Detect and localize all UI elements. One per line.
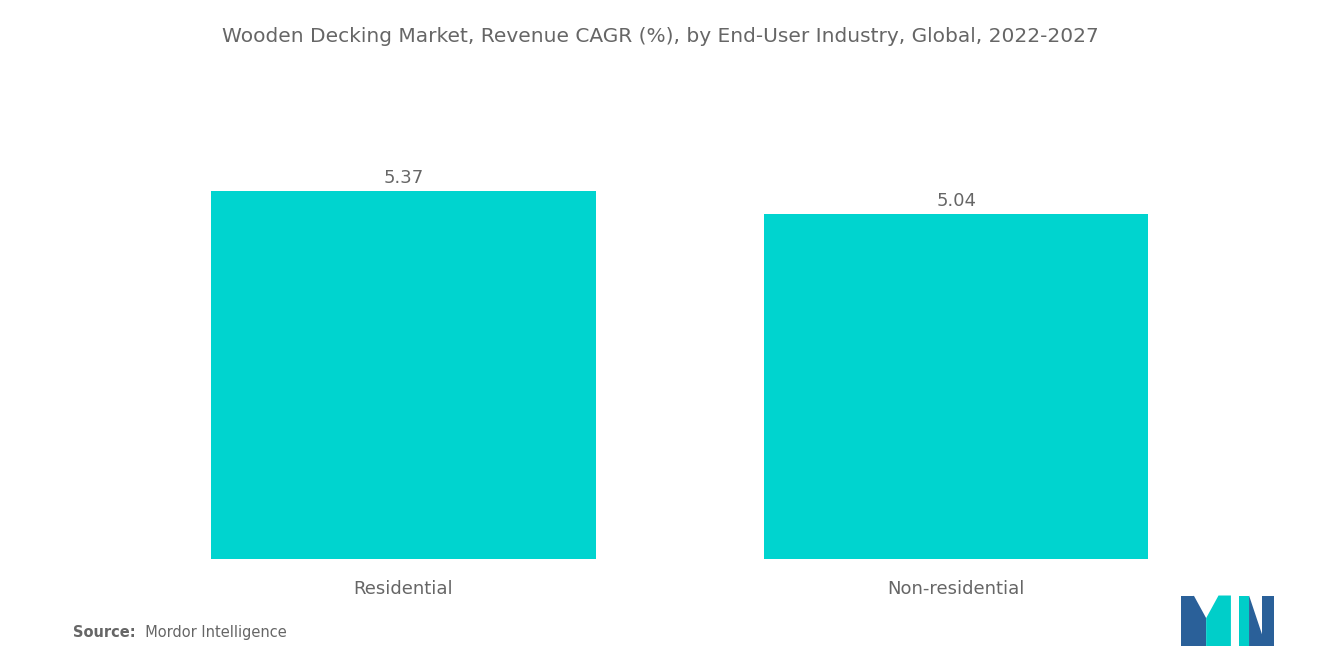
Polygon shape <box>1181 596 1193 646</box>
Polygon shape <box>1239 596 1249 646</box>
Polygon shape <box>1206 596 1232 646</box>
Text: Wooden Decking Market, Revenue CAGR (%), by End-User Industry, Global, 2022-2027: Wooden Decking Market, Revenue CAGR (%),… <box>222 27 1098 46</box>
Text: 5.37: 5.37 <box>383 169 424 187</box>
Text: 5.04: 5.04 <box>936 192 975 209</box>
Polygon shape <box>1262 596 1274 646</box>
Polygon shape <box>1249 596 1262 646</box>
Bar <box>211 192 595 559</box>
Text: Mordor Intelligence: Mordor Intelligence <box>136 624 286 640</box>
Text: Source:: Source: <box>73 624 135 640</box>
Bar <box>764 214 1148 559</box>
Polygon shape <box>1193 596 1206 646</box>
